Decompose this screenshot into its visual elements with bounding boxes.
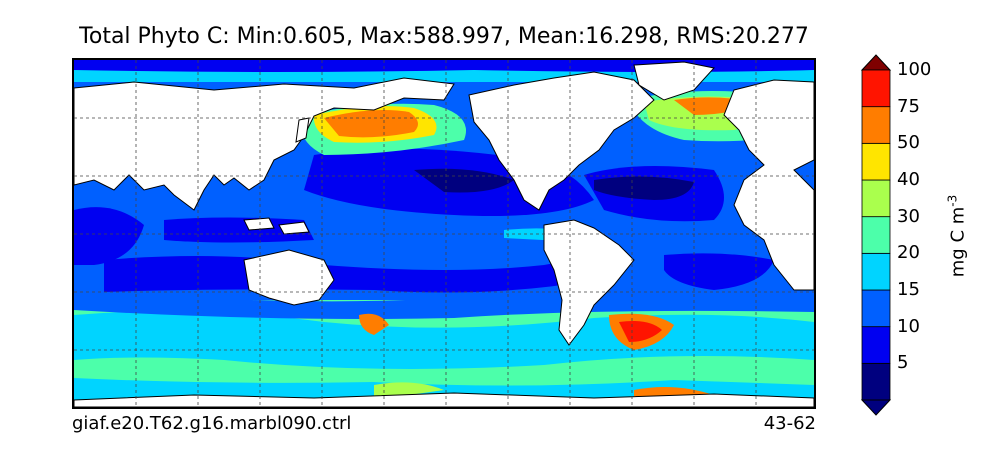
south-atlantic-gyre [664, 253, 774, 290]
colorbar-swatch [861, 179, 891, 218]
graticule [74, 60, 814, 407]
plot-title: Total Phyto C: Min:0.605, Max:588.997, M… [79, 24, 809, 49]
colorbar-tick-label: 5 [897, 352, 909, 374]
colorbar-swatch [861, 252, 891, 291]
colorbar-swatch [861, 142, 891, 181]
colorbar-tick-label: 50 [897, 132, 920, 154]
colorbar-tick-label: 15 [897, 279, 920, 300]
case-name: giaf.e20.T62.g16.marbl090.ctrl [72, 413, 352, 434]
ocean-field-map [74, 60, 814, 407]
colorbar-label: mg C m-3 [945, 194, 969, 278]
colorbar [861, 54, 891, 416]
map-panel [72, 58, 816, 409]
colorbar-under-triangle [861, 399, 891, 416]
colorbar-swatch [861, 106, 891, 144]
colorbar-tick-label: 100 [897, 59, 932, 80]
south-pacific-gyre [104, 256, 594, 293]
colorbar-swatch [861, 69, 891, 108]
colorbar-tick-label: 40 [897, 169, 920, 190]
colorbar-tick-label: 75 [897, 95, 920, 117]
colorbar-swatch [861, 362, 891, 401]
colorbar-tick-label: 30 [897, 205, 920, 227]
colorbar-over-triangle [861, 54, 891, 71]
colorbar-swatch [861, 289, 891, 328]
land-masses [74, 61, 814, 407]
colorbar-swatch [861, 326, 891, 364]
year-range: 43-62 [763, 413, 816, 434]
colorbar-tick-label: 10 [897, 315, 920, 337]
colorbar-tick-label: 20 [897, 242, 920, 264]
colorbar-swatch [861, 216, 891, 254]
